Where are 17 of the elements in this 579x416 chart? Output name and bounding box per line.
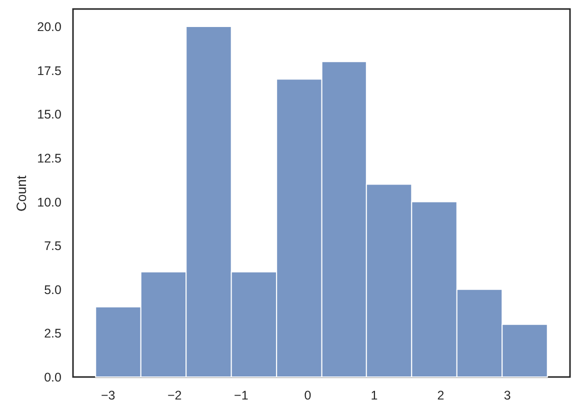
y-tick-label: 7.5 <box>44 239 62 254</box>
x-tick-label: −3 <box>100 388 116 402</box>
y-tick-label: 0.0 <box>44 370 62 384</box>
x-tick-label: −2 <box>167 388 182 402</box>
x-tick-label: 3 <box>504 388 511 402</box>
y-tick-label: 10.0 <box>37 195 62 210</box>
x-tick-label: 1 <box>370 388 378 402</box>
x-tick-label: −1 <box>234 388 248 402</box>
y-tick-label: 20.0 <box>37 20 62 34</box>
x-tick-label: 2 <box>437 388 444 402</box>
y-axis-title: Count <box>14 175 30 212</box>
y-tick-label: 2.5 <box>44 326 62 341</box>
x-tick-label: 0 <box>304 388 312 402</box>
y-tick-label: 17.5 <box>37 64 62 78</box>
y-tick-label: 12.5 <box>37 151 62 166</box>
y-tick-label: 5.0 <box>44 282 62 297</box>
y-tick-label: 15.0 <box>37 108 62 122</box>
